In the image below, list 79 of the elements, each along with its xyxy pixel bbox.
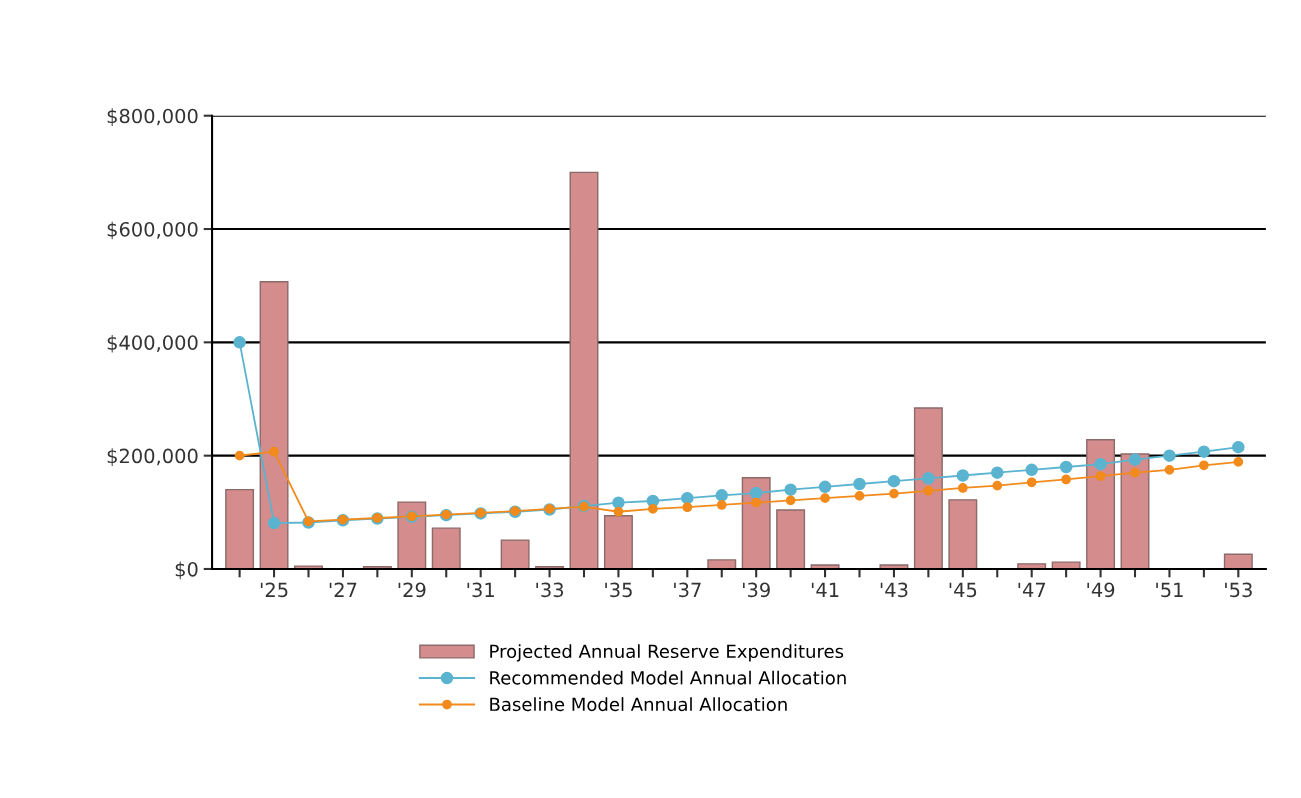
point (612, 496, 625, 509)
y-tick-label: $400,000 (107, 334, 198, 353)
x-tick-label: '25 (260, 582, 288, 598)
x-tick-label: '33 (536, 582, 564, 598)
y-tick-label: $800,000 (107, 108, 198, 126)
point (1232, 440, 1245, 454)
point (716, 500, 727, 510)
legend-label: Recommended Model Annual Allocation (490, 670, 846, 685)
x-tick-label: '51 (1156, 582, 1183, 598)
point (957, 483, 968, 493)
bar (707, 559, 737, 569)
point (682, 502, 693, 513)
point (1130, 467, 1140, 478)
legend-label: Baseline Model Annual Allocation (490, 697, 787, 712)
y-tick-label: $200,000 (107, 448, 198, 466)
point (1233, 457, 1244, 467)
point (785, 495, 796, 506)
x-tick-label: '37 (674, 582, 701, 598)
bar (569, 171, 599, 569)
bar (259, 281, 289, 569)
point (1163, 449, 1176, 462)
x-tick-label: '29 (398, 582, 426, 598)
point (1095, 471, 1106, 481)
bar (603, 515, 633, 569)
point (784, 483, 797, 496)
point (818, 480, 832, 494)
bar (431, 527, 461, 569)
point (1197, 445, 1211, 458)
x-tick-label: '27 (329, 582, 357, 597)
point (854, 491, 865, 501)
point (887, 474, 901, 488)
legend-label: Projected Annual Reserve Expenditures (490, 644, 844, 662)
x-tick-label: '41 (811, 582, 839, 597)
point (648, 504, 658, 514)
bar (913, 407, 943, 569)
point (1199, 460, 1209, 471)
point (269, 446, 279, 457)
x-tick-label: '35 (605, 582, 632, 598)
x-tick-label: '43 (880, 582, 908, 598)
point (992, 480, 1003, 491)
bar (948, 499, 978, 569)
y-tick-label: $600,000 (107, 221, 198, 240)
point (751, 497, 762, 508)
point (234, 450, 245, 461)
bar (500, 539, 530, 569)
point (613, 506, 624, 517)
point (681, 491, 694, 505)
bar (1086, 439, 1116, 569)
point (1059, 460, 1073, 474)
y-tick-label: $0 (175, 561, 198, 580)
bar (225, 488, 255, 569)
bar (397, 501, 427, 569)
point (1128, 453, 1142, 466)
x-tick-label: '31 (467, 582, 494, 598)
x-tick-label: '39 (743, 582, 770, 598)
point (715, 489, 728, 502)
x-tick-label: '53 (1225, 582, 1252, 598)
x-tick-label: '45 (949, 582, 977, 598)
x-tick-label: '49 (1087, 582, 1115, 598)
point (889, 488, 899, 499)
point (749, 486, 763, 500)
point (1061, 474, 1071, 485)
x-tick-label: '47 (1018, 582, 1046, 597)
point (922, 472, 935, 485)
point (991, 466, 1004, 479)
point (956, 469, 970, 482)
bar (776, 509, 806, 569)
point (1026, 477, 1037, 488)
point (1164, 464, 1175, 475)
point (820, 493, 830, 504)
point (853, 477, 866, 491)
point (267, 516, 281, 530)
bar (1223, 553, 1253, 569)
point (1094, 457, 1107, 471)
point (923, 485, 934, 496)
bar (1051, 561, 1081, 569)
point (1025, 463, 1038, 477)
bar (1120, 453, 1150, 569)
point (233, 336, 246, 349)
